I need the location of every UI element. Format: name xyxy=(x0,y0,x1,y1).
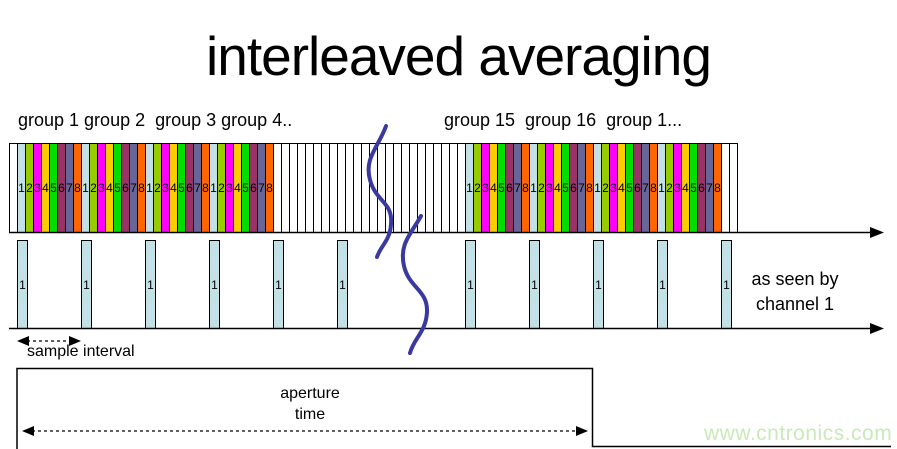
slot-number: 7 xyxy=(130,181,137,195)
slot-number: 8 xyxy=(522,181,529,195)
slot-number: 8 xyxy=(138,181,145,195)
slot-number: 4 xyxy=(170,181,177,195)
slot-number: 1 xyxy=(658,181,665,195)
slot-number: 5 xyxy=(178,181,185,195)
slot-number: 8 xyxy=(586,181,593,195)
channel1-sample-bar: 1 xyxy=(721,240,732,329)
channel1-sample-bar: 1 xyxy=(81,240,92,329)
break-squiggle-right xyxy=(400,214,430,355)
watermark: www.cntronics.com xyxy=(704,422,893,445)
slot-number: 7 xyxy=(258,181,265,195)
slot-number: 8 xyxy=(650,181,657,195)
slot-number: 5 xyxy=(626,181,633,195)
slot-number: 4 xyxy=(106,181,113,195)
slot-number: 7 xyxy=(706,181,713,195)
slot-number: 5 xyxy=(562,181,569,195)
channel1-sample-bar: 1 xyxy=(337,240,348,329)
slot-number: 2 xyxy=(602,181,609,195)
slot-number: 6 xyxy=(506,181,513,195)
arrowhead-channel1-right-icon xyxy=(870,323,884,334)
slot-number: 3 xyxy=(98,181,105,195)
slot-number: 4 xyxy=(490,181,497,195)
slot-number: 1 xyxy=(466,181,473,195)
channel1-sample-bar: 1 xyxy=(529,240,540,329)
slot-number: 6 xyxy=(250,181,257,195)
slot-number: 6 xyxy=(186,181,193,195)
slot-number: 2 xyxy=(218,181,225,195)
slot-number: 5 xyxy=(498,181,505,195)
slot-number: 4 xyxy=(682,181,689,195)
channel1-sample-bar: 1 xyxy=(145,240,156,329)
slot-number: 3 xyxy=(610,181,617,195)
channel1-sample-bar: 1 xyxy=(593,240,604,329)
slot-number: 1 xyxy=(594,181,601,195)
slot-number: 3 xyxy=(482,181,489,195)
channel1-sample-bar: 1 xyxy=(17,240,28,329)
slot-number: 6 xyxy=(698,181,705,195)
slot-number: 2 xyxy=(538,181,545,195)
slot-number: 5 xyxy=(114,181,121,195)
aperture-label-line1: aperture xyxy=(280,385,340,402)
slot-number: 8 xyxy=(202,181,209,195)
slot-number: 4 xyxy=(618,181,625,195)
slot-number: 7 xyxy=(642,181,649,195)
slot-number: 4 xyxy=(554,181,561,195)
slot-number: 2 xyxy=(26,181,33,195)
slot-number: 7 xyxy=(514,181,521,195)
slot-number: 3 xyxy=(34,181,41,195)
slot-number: 6 xyxy=(570,181,577,195)
channel1-sample-bar: 1 xyxy=(209,240,220,329)
caption-line1: as seen by xyxy=(751,269,839,289)
slot-number: 1 xyxy=(210,181,217,195)
channel1-sample-bar: 1 xyxy=(273,240,284,329)
slot-number: 5 xyxy=(242,181,249,195)
slot-number: 6 xyxy=(634,181,641,195)
slot-number: 1 xyxy=(82,181,89,195)
slot-number: 1 xyxy=(530,181,537,195)
arrowhead-aperture-left-icon xyxy=(22,426,34,436)
slot-number: 3 xyxy=(674,181,681,195)
slot-number: 2 xyxy=(154,181,161,195)
arrowhead-top-right-icon xyxy=(870,227,884,238)
slot-number: 8 xyxy=(266,181,273,195)
arrowhead-aperture-right-icon xyxy=(576,426,588,436)
slot-number: 4 xyxy=(234,181,241,195)
aperture-time-label: aperture time xyxy=(250,383,370,425)
slot-number: 6 xyxy=(122,181,129,195)
slot-number: 5 xyxy=(690,181,697,195)
slot-number: 3 xyxy=(162,181,169,195)
slot-number: 4 xyxy=(42,181,49,195)
slot-number: 7 xyxy=(66,181,73,195)
aperture-label-line2: time xyxy=(294,406,326,423)
slot-number: 2 xyxy=(90,181,97,195)
channel1-sample-bar: 1 xyxy=(465,240,476,329)
caption-line2: channel 1 xyxy=(755,294,835,314)
slot-number: 3 xyxy=(226,181,233,195)
slot-number: 1 xyxy=(146,181,153,195)
group-labels-left: group 1 group 2 group 3 group 4.. xyxy=(18,110,293,130)
slot-number: 7 xyxy=(194,181,201,195)
diagram-title: interleaved averaging xyxy=(206,25,712,87)
slot-number: 5 xyxy=(50,181,57,195)
slot-number: 2 xyxy=(474,181,481,195)
group-labels-right: group 15 group 16 group 1... xyxy=(444,110,683,130)
channel1-caption: as seen by channel 1 xyxy=(735,267,855,317)
slot-number: 6 xyxy=(58,181,65,195)
slot-number: 8 xyxy=(74,181,81,195)
slot-number: 1 xyxy=(18,181,25,195)
slot-number: 7 xyxy=(578,181,585,195)
slot-number: 3 xyxy=(546,181,553,195)
channel1-sample-bar: 1 xyxy=(657,240,668,329)
slot-number: 2 xyxy=(666,181,673,195)
empty-slot xyxy=(729,143,738,233)
sample-interval-label: sample interval xyxy=(27,343,135,360)
slot-number: 8 xyxy=(714,181,721,195)
